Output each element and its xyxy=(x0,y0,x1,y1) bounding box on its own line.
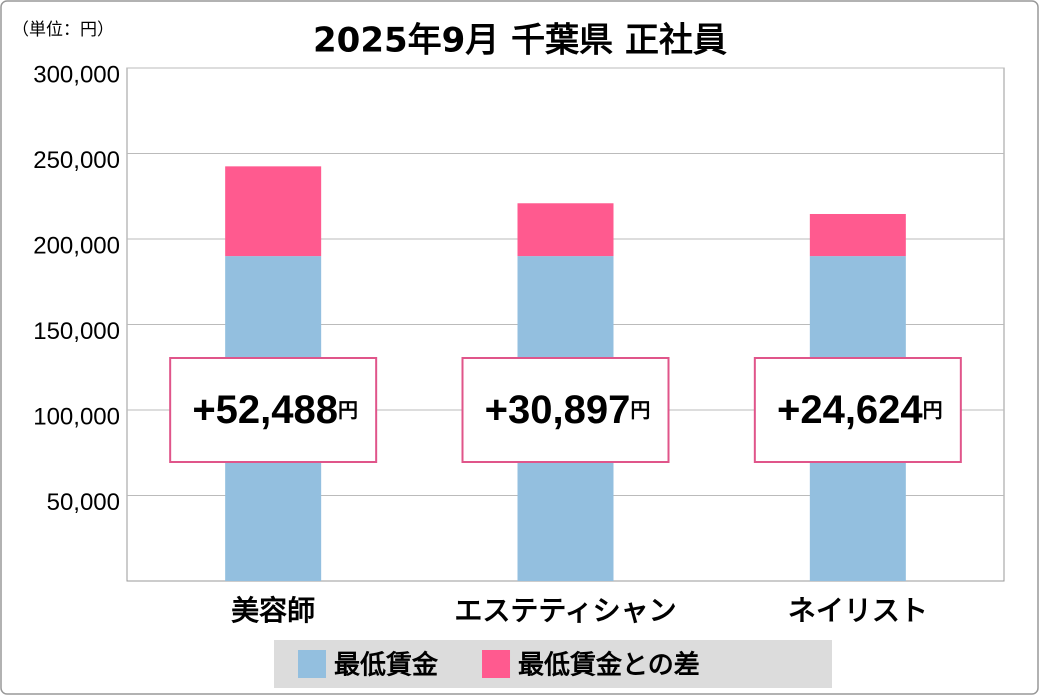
value-label-unit: 円 xyxy=(338,400,358,422)
value-label-box xyxy=(753,357,962,463)
x-tick-label: エステティシャン xyxy=(454,594,676,627)
legend-swatch xyxy=(482,650,511,678)
y-tick-label: 250,000 xyxy=(33,147,120,174)
y-tick-label: 150,000 xyxy=(33,318,120,345)
unit-note: （単位：円） xyxy=(12,20,114,40)
x-tick-label: 美容師 xyxy=(231,594,315,627)
bar-segment xyxy=(517,203,614,257)
y-tick-label: 200,000 xyxy=(33,232,120,259)
value-label-number: +30,897 xyxy=(485,388,631,432)
bar-segment xyxy=(225,166,322,257)
value-label-box xyxy=(461,357,670,463)
chart-title: 2025年9月 千葉県 正社員 xyxy=(313,21,727,61)
value-label-unit: 円 xyxy=(630,400,650,422)
value-label: +30,897円 xyxy=(485,388,651,432)
value-label-box xyxy=(169,357,378,463)
value-label: +52,488円 xyxy=(192,388,358,432)
value-label-number: +52,488 xyxy=(192,388,338,432)
bar-segment xyxy=(809,213,906,257)
legend-label: 最低賃金との差 xyxy=(518,650,700,681)
legend-box xyxy=(274,640,832,688)
legend-swatch xyxy=(298,650,326,678)
legend-label: 最低賃金 xyxy=(334,650,439,681)
y-tick-label: 100,000 xyxy=(33,403,120,430)
y-tick-label: 50,000 xyxy=(47,489,120,516)
value-label-unit: 円 xyxy=(923,400,943,422)
x-tick-label: ネイリスト xyxy=(788,594,928,627)
y-tick-label: 300,000 xyxy=(33,61,120,88)
value-label-number: +24,624 xyxy=(777,388,923,432)
value-label: +24,624円 xyxy=(777,388,943,432)
